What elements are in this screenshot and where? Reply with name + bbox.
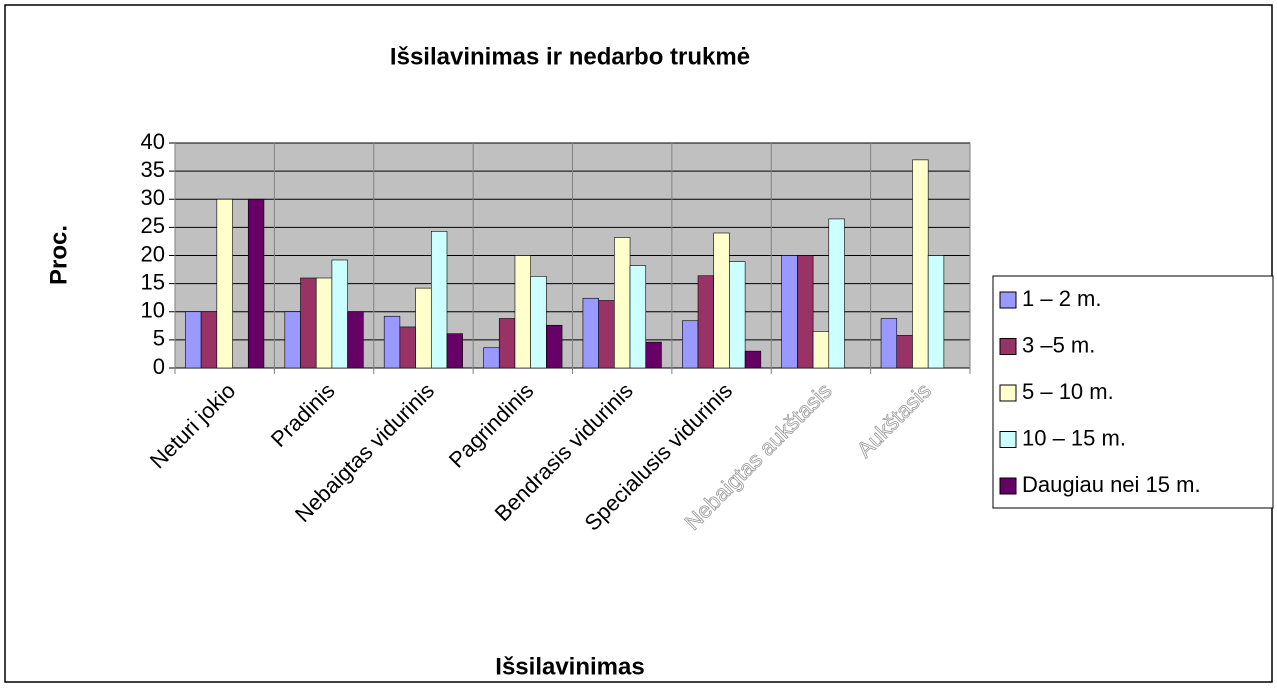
bar <box>896 335 913 369</box>
bar <box>284 311 301 369</box>
bar <box>912 159 929 369</box>
legend-swatch <box>999 384 1017 402</box>
legend-swatch <box>999 291 1017 309</box>
bar <box>729 261 746 369</box>
legend-label: 1 – 2 m. <box>1022 286 1101 311</box>
legend-label: 3 –5 m. <box>1022 332 1095 357</box>
bar <box>781 255 798 369</box>
bar <box>828 218 845 369</box>
bar <box>415 287 432 369</box>
legend-swatch <box>999 338 1017 355</box>
bar <box>614 237 631 369</box>
bar <box>399 326 416 369</box>
y-tick-label: 15 <box>141 269 165 294</box>
legend <box>992 275 1274 509</box>
bar <box>483 347 500 369</box>
bar <box>200 311 218 369</box>
bar <box>812 331 830 369</box>
y-tick-label: 25 <box>141 213 165 238</box>
bar <box>446 333 463 369</box>
legend-label: Daugiau nei 15 m. <box>1022 472 1201 497</box>
bar <box>430 231 448 369</box>
bar <box>629 265 647 369</box>
bar <box>927 255 945 369</box>
legend-label: 5 – 10 m. <box>1022 379 1114 404</box>
bar <box>530 276 547 369</box>
y-tick-label: 35 <box>141 157 165 182</box>
y-tick-label: 40 <box>141 129 165 154</box>
x-axis-label: Išsilavinimas <box>495 653 644 680</box>
bar <box>880 318 898 369</box>
chart-title: Išsilavinimas ir nedarbo trukmė <box>390 43 750 70</box>
bar <box>598 300 615 369</box>
bar <box>347 311 364 369</box>
y-tick-label: 10 <box>141 298 165 323</box>
bar <box>300 277 317 369</box>
bar <box>797 255 814 369</box>
bar <box>546 324 563 369</box>
legend-swatch <box>999 431 1017 448</box>
bar <box>744 350 762 369</box>
y-tick-label: 0 <box>153 354 165 379</box>
bar <box>582 297 599 369</box>
bar <box>697 275 715 369</box>
bar <box>247 198 265 369</box>
bar <box>331 259 348 369</box>
bar <box>713 232 730 369</box>
bar <box>498 318 516 369</box>
y-axis-label: Proc. <box>45 225 72 285</box>
bar <box>185 311 202 369</box>
bar <box>514 255 531 369</box>
legend-swatch <box>999 477 1017 495</box>
legend-label: 10 – 15 m. <box>1022 425 1126 450</box>
y-tick-label: 20 <box>141 241 165 266</box>
bar <box>315 277 333 369</box>
bar <box>383 315 401 369</box>
bar <box>682 320 699 369</box>
y-tick-label: 5 <box>153 326 165 351</box>
bar <box>216 198 233 369</box>
bar <box>645 341 662 369</box>
y-tick-label: 30 <box>141 185 165 210</box>
